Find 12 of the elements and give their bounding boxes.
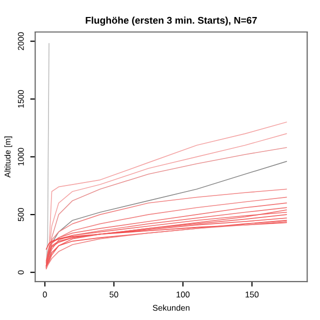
- x-tick-label: 100: [176, 292, 190, 298]
- y-tick-label: 500: [18, 208, 24, 222]
- y-tick-label: 0: [18, 270, 24, 274]
- x-tick-label: 50: [110, 292, 118, 298]
- y-axis-title: Altitude [m]: [4, 136, 12, 178]
- y-tick-label: 1000: [18, 148, 24, 166]
- y-tick-label: 1500: [18, 90, 24, 108]
- x-tick-label: 0: [42, 292, 47, 298]
- x-tick-label: 150: [246, 292, 259, 298]
- chart-title: Flughöhe (ersten 3 min. Starts), N=67: [86, 16, 257, 26]
- x-axis-title: Sekunden: [152, 304, 190, 311]
- y-tick-label: 2000: [18, 32, 24, 50]
